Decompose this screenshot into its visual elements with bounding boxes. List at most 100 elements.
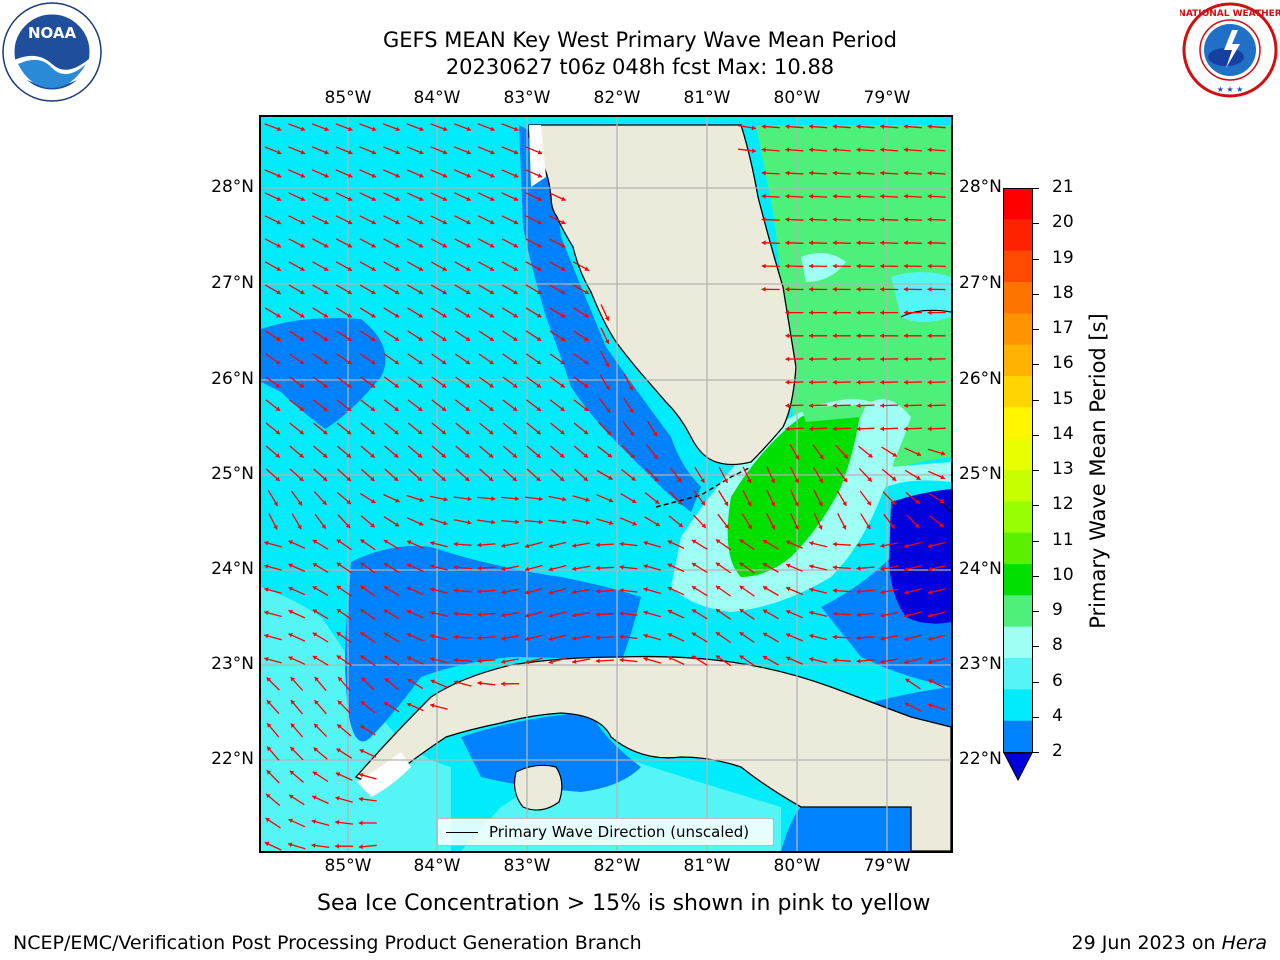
- colorbar-tick-mark: [1033, 716, 1039, 718]
- wave-direction-arrowhead: [809, 240, 813, 246]
- wave-direction-arrowhead: [809, 541, 814, 546]
- wave-direction-arrowhead: [762, 563, 768, 568]
- colorbar-tick-mark: [1033, 364, 1039, 366]
- wave-direction-arrowhead: [880, 356, 884, 362]
- wave-direction-arrowhead: [761, 286, 766, 292]
- wave-direction-arrowhead: [903, 333, 908, 339]
- wave-direction-arrowhead: [443, 496, 448, 502]
- wave-direction-arrowhead: [762, 632, 768, 637]
- wave-direction-arrowhead: [904, 613, 909, 618]
- wave-direction-arrowhead: [562, 496, 567, 502]
- map-title: GEFS MEAN Key West Primary Wave Mean Per…: [383, 28, 897, 52]
- wave-direction-arrowhead: [501, 543, 506, 548]
- wave-direction-arrowhead: [939, 522, 944, 527]
- wave-direction-arrowhead: [608, 498, 614, 503]
- wave-direction-arrowhead: [739, 655, 745, 660]
- wave-direction-arrowhead: [537, 289, 542, 295]
- wave-direction-arrowhead: [348, 126, 353, 132]
- wave-direction-arrowhead: [916, 451, 922, 457]
- wave-direction-arrowhead: [619, 588, 624, 593]
- wave-direction-arrowhead: [632, 521, 637, 526]
- wave-direction-arrowhead: [927, 356, 932, 362]
- lat-tick-right: 28°N: [959, 177, 1002, 197]
- colorbar-tick-label: 2: [1052, 741, 1063, 761]
- wave-direction-arrowhead: [786, 586, 791, 592]
- wave-direction-arrowhead: [371, 289, 376, 295]
- wave-direction-arrowhead: [691, 586, 697, 591]
- wave-direction-arrowhead: [786, 656, 791, 661]
- lat-tick-right: 25°N: [959, 464, 1002, 484]
- wave-direction-arrowhead: [761, 240, 766, 246]
- wave-direction-arrowhead: [584, 289, 589, 295]
- wave-direction-arrowhead: [832, 286, 837, 292]
- wave-direction-arrowhead: [785, 426, 790, 432]
- wave-direction-arrowhead: [583, 430, 589, 435]
- wave-direction-arrowhead: [512, 476, 517, 481]
- wave-direction-arrowhead: [394, 430, 399, 435]
- wave-direction-arrowhead: [927, 333, 932, 339]
- wave-direction-arrowhead: [785, 124, 790, 129]
- wave-direction-arrowhead: [395, 173, 400, 178]
- wave-direction-arrowhead: [359, 772, 364, 778]
- wave-direction-arrowhead: [406, 656, 412, 661]
- wave-direction-arrowhead: [678, 522, 683, 527]
- wave-direction-arrowhead: [336, 539, 342, 544]
- wave-direction-arrowhead: [880, 263, 885, 269]
- wave-direction-arrowhead: [430, 610, 435, 616]
- wave-direction-arrowhead: [548, 613, 553, 618]
- wave-direction-arrowhead: [548, 659, 553, 665]
- wave-direction-arrowhead: [299, 406, 304, 411]
- wave-direction-arrowhead: [441, 476, 446, 481]
- wave-direction-arrowhead: [264, 633, 269, 639]
- wave-direction-arrowhead: [809, 263, 813, 269]
- colorbar-band: [1003, 689, 1033, 722]
- lon-tick-bottom: 80°W: [773, 856, 821, 876]
- wave-direction-arrowhead: [880, 426, 885, 432]
- wave-direction-arrowhead: [266, 677, 271, 682]
- wave-direction-arrowhead: [691, 655, 697, 660]
- lon-tick-bottom: 82°W: [593, 856, 641, 876]
- wave-direction-arrowhead: [856, 565, 861, 571]
- wave-direction-arrowhead: [927, 403, 932, 408]
- wave-direction-arrowhead: [761, 217, 766, 222]
- wave-direction-arrowhead: [501, 659, 506, 664]
- wave-direction-arrowhead: [323, 266, 329, 271]
- wave-direction-arrowhead: [762, 609, 768, 614]
- wave-direction-arrowhead: [395, 219, 400, 225]
- wave-direction-arrowhead: [490, 126, 495, 132]
- wave-direction-arrowhead: [490, 196, 495, 201]
- wave-direction-arrowhead: [370, 430, 375, 435]
- wave-direction-arrowhead: [512, 360, 518, 365]
- wave-direction-arrowhead: [276, 219, 282, 225]
- wave-direction-arrowhead: [785, 170, 790, 176]
- wave-direction-arrowhead: [904, 590, 909, 595]
- lon-tick-bottom: 79°W: [863, 856, 911, 876]
- wave-direction-arrowhead: [322, 453, 328, 458]
- wave-direction-arrowhead: [724, 501, 729, 506]
- wave-direction-arrowhead: [370, 498, 376, 503]
- wave-direction-arrowhead: [276, 173, 282, 178]
- wave-direction-arrowhead: [441, 383, 447, 388]
- wave-direction-arrowhead: [346, 476, 351, 481]
- colorbar-tick-mark: [1033, 223, 1039, 225]
- wave-direction-arrowhead: [347, 313, 352, 318]
- wave-direction-arrowhead: [323, 243, 329, 248]
- map-panel[interactable]: [259, 115, 953, 853]
- colorbar-band: [1003, 720, 1033, 753]
- wave-direction-arrowhead: [453, 680, 459, 685]
- lat-tick-left: 25°N: [211, 464, 254, 484]
- wave-direction-arrowhead: [337, 700, 343, 705]
- colorbar-band: [1003, 564, 1033, 596]
- colorbar-band: [1003, 376, 1033, 408]
- wave-direction-arrowhead: [786, 540, 791, 545]
- wave-direction-arrowhead: [856, 542, 861, 548]
- footer-date-text: 29 Jun 2023 on: [1071, 932, 1222, 954]
- wave-direction-arrowhead: [442, 149, 448, 155]
- wave-direction-arrowhead: [739, 539, 745, 544]
- colorbar-tick-label: 4: [1052, 705, 1063, 726]
- wave-direction-arrowhead: [370, 383, 376, 388]
- wave-direction-arrowhead: [276, 149, 282, 155]
- wave-direction-arrowhead: [371, 173, 377, 178]
- wave-direction-arrowhead: [762, 539, 768, 545]
- wave-direction-arrowhead: [360, 725, 365, 730]
